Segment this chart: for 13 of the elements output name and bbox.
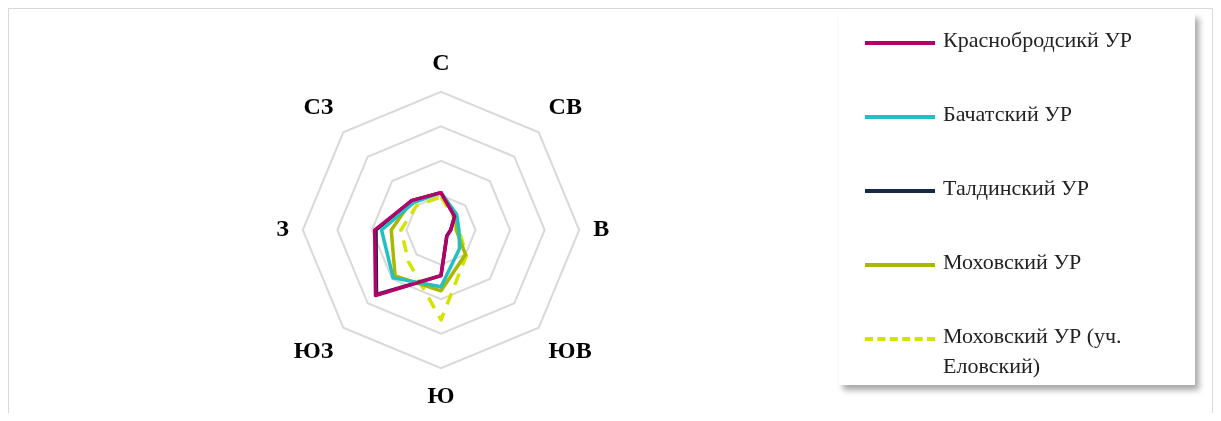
spoke-label: С [432, 48, 450, 75]
legend-label: Талдинский УР [943, 174, 1090, 202]
spoke-label: З [276, 215, 290, 242]
spoke-label: ЮЗ [293, 337, 334, 364]
legend-label: Краснобродсикй УР [943, 26, 1134, 54]
spoke-label: СЗ [303, 93, 334, 120]
spoke-label: ЮВ [548, 337, 592, 364]
spoke-label: Ю [427, 381, 455, 408]
spoke-label: СВ [548, 93, 582, 120]
legend-label: Бачатский УР [943, 100, 1073, 128]
spoke-label: В [593, 215, 610, 242]
legend-label: Моховский УР [943, 248, 1083, 276]
legend-label: Моховский УР (уч. Еловский) [943, 322, 1123, 380]
